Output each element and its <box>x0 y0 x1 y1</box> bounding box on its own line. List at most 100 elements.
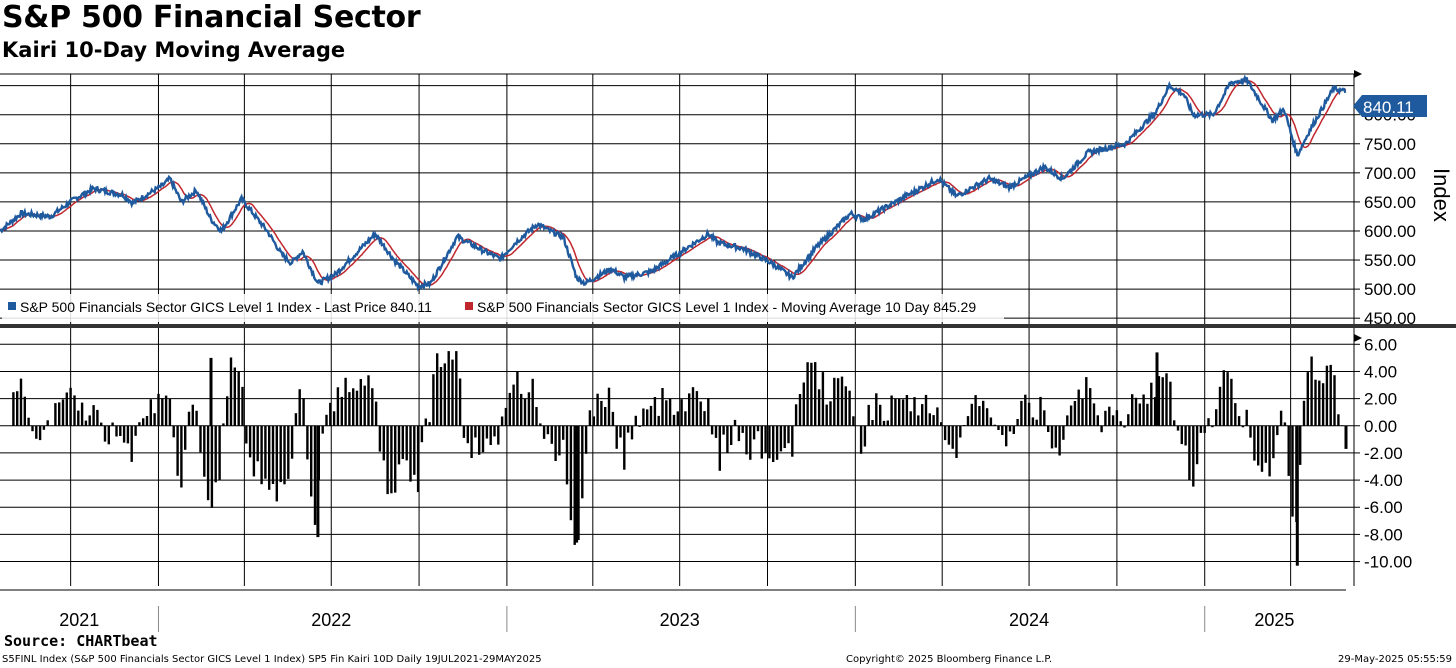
kairi-bar <box>245 425 248 444</box>
kairi-bar <box>852 416 855 426</box>
kairi-bar <box>310 425 313 497</box>
kairi-bar <box>1169 381 1172 426</box>
kairi-bar <box>478 425 481 455</box>
lower-tick-label: -10.00 <box>1364 553 1412 572</box>
kairi-bar <box>439 367 443 426</box>
kairi-bar <box>436 353 439 426</box>
kairi-bar <box>943 425 947 441</box>
kairi-bar <box>718 425 721 471</box>
kairi-bar <box>1283 422 1287 426</box>
kairi-bar <box>54 403 57 426</box>
x-tick-label: 2022 <box>311 610 351 630</box>
kairi-bar <box>184 425 187 450</box>
kairi-bar <box>1337 414 1340 426</box>
kairi-bar <box>1008 425 1012 432</box>
kairi-bar <box>1005 425 1008 447</box>
kairi-bar <box>157 393 160 426</box>
kairi-bar <box>1211 425 1214 428</box>
kairi-bar <box>630 425 634 440</box>
kairi-bar <box>1146 403 1149 426</box>
lower-axis-arrow <box>1354 334 1362 342</box>
kairi-bar <box>840 376 844 426</box>
kairi-bar <box>1062 425 1065 440</box>
kairi-bar <box>46 420 49 426</box>
kairi-bar <box>1279 410 1283 426</box>
kairi-bar <box>1268 425 1271 477</box>
kairi-bar <box>726 425 729 453</box>
kairi-bar <box>710 425 714 435</box>
chart-title: S&P 500 Financial Sector <box>2 0 421 35</box>
kairi-bar <box>1173 420 1176 426</box>
kairi-bar <box>512 384 515 426</box>
kairi-bar <box>1272 425 1275 459</box>
kairi-bar <box>783 425 786 448</box>
kairi-bar <box>1123 425 1126 428</box>
kairi-bar <box>569 425 573 521</box>
kairi-bar <box>61 399 65 426</box>
kairi-bar <box>283 425 286 485</box>
kairi-bar <box>588 410 592 426</box>
kairi-bar <box>921 404 924 426</box>
kairi-bar <box>1001 425 1004 435</box>
kairi-bar <box>523 398 527 426</box>
kairi-bar <box>1195 425 1199 465</box>
panel-divider <box>0 324 1456 328</box>
kairi-bar <box>531 378 534 426</box>
kairi-extreme-bar <box>1295 425 1299 566</box>
kairi-bar <box>1226 372 1229 426</box>
kairi-bar <box>382 425 385 461</box>
kairi-bar <box>233 367 236 426</box>
kairi-bar <box>775 425 779 460</box>
kairi-bar <box>50 425 53 426</box>
kairi-bar <box>1012 425 1015 434</box>
kairi-bar <box>520 393 523 426</box>
kairi-bar <box>386 425 389 495</box>
kairi-bar <box>1257 425 1260 466</box>
kairi-bar <box>329 402 332 426</box>
kairi-bar <box>374 401 378 426</box>
kairi-bar <box>222 423 225 426</box>
kairi-bar <box>12 392 15 426</box>
kairi-bar <box>466 425 469 444</box>
kairi-bar <box>145 416 149 426</box>
kairi-bar <box>1069 405 1073 426</box>
kairi-bar <box>287 425 290 479</box>
kairi-bar <box>73 395 76 426</box>
kairi-bar <box>1184 425 1187 446</box>
kairi-bar <box>581 425 584 499</box>
kairi-bar <box>35 425 38 439</box>
kairi-bar <box>298 389 301 426</box>
kairi-bar <box>542 425 546 439</box>
kairi-bar <box>462 425 466 438</box>
kairi-bar <box>474 425 477 438</box>
kairi-bar <box>1073 401 1077 426</box>
kairi-bar <box>1222 370 1225 426</box>
kairi-bar <box>821 372 825 426</box>
kairi-bar <box>974 395 977 426</box>
kairi-extreme-bar <box>316 425 320 538</box>
kairi-bar <box>1043 410 1046 426</box>
kairi-bar <box>1276 425 1279 436</box>
kairi-bar <box>668 398 672 426</box>
kairi-bar <box>604 407 607 426</box>
kairi-bar <box>879 404 882 426</box>
kairi-bar <box>119 425 122 436</box>
last-price-badge-label: 840.11 <box>1363 98 1414 117</box>
kairi-bar <box>653 397 657 426</box>
x-tick-label: 2024 <box>1009 610 1049 630</box>
footer-description: S5FINL Index (S&P 500 Financials Sector … <box>2 654 542 665</box>
kairi-bar <box>546 425 550 435</box>
kairi-bar <box>264 425 267 479</box>
kairi-bar <box>787 425 790 444</box>
kairi-bar <box>1027 402 1031 426</box>
kairi-bar <box>191 404 194 426</box>
kairi-bar <box>1264 425 1267 463</box>
kairi-bar <box>352 388 355 426</box>
upper-tick-label: 650.00 <box>1364 193 1416 212</box>
kairi-bar <box>1253 425 1256 461</box>
kairi-bar <box>1092 403 1096 426</box>
kairi-bar <box>210 425 214 508</box>
kairi-bar <box>959 425 962 438</box>
kairi-bar <box>600 400 603 426</box>
kairi-bar <box>970 403 973 426</box>
